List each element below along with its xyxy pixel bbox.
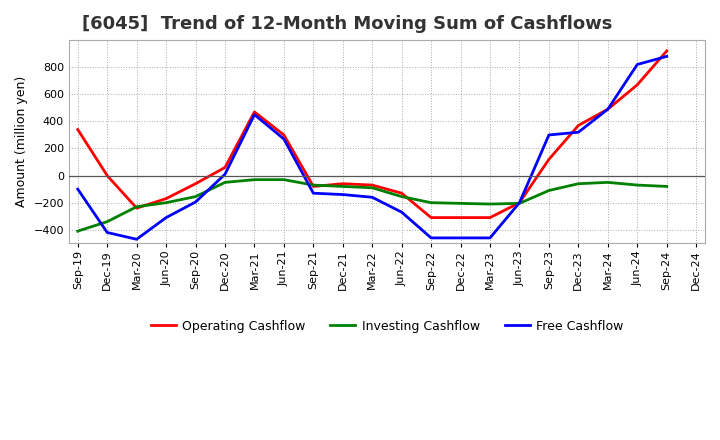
- Investing Cashflow: [662, 184, 671, 189]
- Operating Cashflow: [368, 183, 377, 188]
- Operating Cashflow: [279, 132, 288, 138]
- Operating Cashflow: [662, 48, 671, 54]
- Free Cashflow: [486, 235, 495, 241]
- Operating Cashflow: [309, 184, 318, 189]
- Investing Cashflow: [486, 202, 495, 207]
- Free Cashflow: [279, 136, 288, 142]
- Investing Cashflow: [456, 201, 465, 206]
- Investing Cashflow: [192, 194, 200, 199]
- Free Cashflow: [220, 172, 229, 177]
- Investing Cashflow: [132, 204, 141, 209]
- Operating Cashflow: [338, 181, 347, 187]
- Free Cashflow: [397, 209, 406, 215]
- Investing Cashflow: [515, 201, 523, 206]
- Investing Cashflow: [574, 181, 582, 187]
- Operating Cashflow: [515, 200, 523, 205]
- Investing Cashflow: [603, 180, 612, 185]
- Free Cashflow: [544, 132, 553, 138]
- Operating Cashflow: [633, 82, 642, 88]
- Operating Cashflow: [397, 191, 406, 196]
- Investing Cashflow: [544, 188, 553, 193]
- Investing Cashflow: [250, 177, 258, 182]
- Free Cashflow: [250, 112, 258, 117]
- Y-axis label: Amount (million yen): Amount (million yen): [15, 76, 28, 207]
- Operating Cashflow: [486, 215, 495, 220]
- Free Cashflow: [427, 235, 436, 241]
- Free Cashflow: [192, 199, 200, 205]
- Free Cashflow: [73, 187, 82, 192]
- Investing Cashflow: [220, 180, 229, 185]
- Investing Cashflow: [427, 200, 436, 205]
- Free Cashflow: [456, 235, 465, 241]
- Investing Cashflow: [73, 228, 82, 234]
- Operating Cashflow: [132, 205, 141, 211]
- Investing Cashflow: [338, 184, 347, 189]
- Free Cashflow: [574, 130, 582, 135]
- Operating Cashflow: [574, 123, 582, 128]
- Free Cashflow: [338, 192, 347, 197]
- Operating Cashflow: [220, 165, 229, 170]
- Free Cashflow: [309, 191, 318, 196]
- Operating Cashflow: [192, 181, 200, 187]
- Investing Cashflow: [309, 183, 318, 188]
- Line: Investing Cashflow: Investing Cashflow: [78, 180, 667, 231]
- Operating Cashflow: [427, 215, 436, 220]
- Free Cashflow: [515, 200, 523, 205]
- Legend: Operating Cashflow, Investing Cashflow, Free Cashflow: Operating Cashflow, Investing Cashflow, …: [145, 315, 629, 337]
- Operating Cashflow: [603, 106, 612, 112]
- Investing Cashflow: [279, 177, 288, 182]
- Free Cashflow: [103, 230, 112, 235]
- Free Cashflow: [368, 194, 377, 200]
- Free Cashflow: [162, 215, 171, 220]
- Operating Cashflow: [73, 127, 82, 132]
- Operating Cashflow: [250, 109, 258, 114]
- Operating Cashflow: [544, 157, 553, 162]
- Free Cashflow: [603, 106, 612, 112]
- Investing Cashflow: [162, 200, 171, 205]
- Free Cashflow: [662, 54, 671, 59]
- Free Cashflow: [132, 237, 141, 242]
- Investing Cashflow: [397, 194, 406, 199]
- Free Cashflow: [633, 62, 642, 67]
- Line: Operating Cashflow: Operating Cashflow: [78, 51, 667, 218]
- Text: [6045]  Trend of 12-Month Moving Sum of Cashflows: [6045] Trend of 12-Month Moving Sum of C…: [81, 15, 612, 33]
- Investing Cashflow: [368, 185, 377, 191]
- Investing Cashflow: [103, 219, 112, 224]
- Line: Free Cashflow: Free Cashflow: [78, 56, 667, 239]
- Investing Cashflow: [633, 183, 642, 188]
- Operating Cashflow: [162, 196, 171, 201]
- Operating Cashflow: [103, 173, 112, 178]
- Operating Cashflow: [456, 215, 465, 220]
